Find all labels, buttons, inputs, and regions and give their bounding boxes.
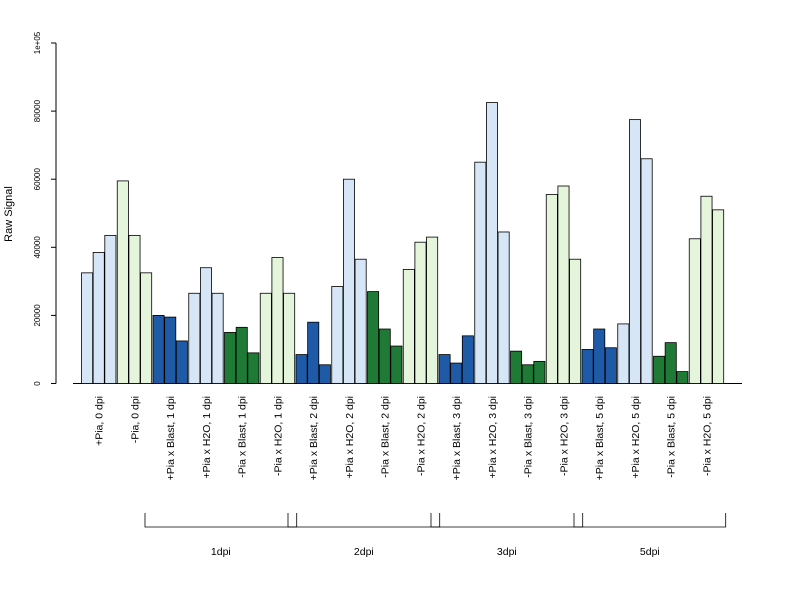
bar [510, 350, 523, 384]
bar [318, 364, 331, 384]
bar [629, 119, 641, 384]
x-tick-label: -Pia x Blast, 5 dpi [666, 396, 678, 478]
x-tick-label: +Pia x H2O, 1 dpi [201, 396, 213, 479]
bar [199, 267, 212, 384]
bar [617, 323, 630, 384]
bar [342, 178, 355, 384]
bar [438, 354, 451, 384]
y-tick-label: 1e+05 [33, 31, 42, 54]
bar [224, 332, 237, 384]
bar [283, 292, 296, 384]
group-bracket [144, 513, 298, 528]
bar [81, 272, 94, 384]
x-tick-label: -Pia x Blast, 3 dpi [523, 396, 535, 478]
y-axis-title: Raw Signal [3, 186, 15, 242]
bar [653, 355, 666, 384]
bar [700, 195, 713, 384]
y-axis: 0 20000 40000 60000 80000 1e+05 [33, 31, 57, 386]
bar [402, 269, 415, 384]
bar [307, 321, 320, 384]
bar [581, 349, 594, 384]
bar [295, 354, 308, 384]
bar [557, 185, 570, 384]
group-label: 3dpi [497, 546, 517, 558]
x-tick-label: +Pia x H2O, 2 dpi [344, 396, 356, 479]
bar [569, 258, 582, 384]
x-tick-label: +Pia x H2O, 3 dpi [487, 396, 499, 479]
bar [235, 326, 248, 384]
group-label: 2dpi [354, 546, 374, 558]
bar [712, 209, 725, 384]
bar [474, 161, 487, 384]
bar [640, 158, 653, 384]
group-label: 1dpi [211, 546, 231, 558]
bar [259, 292, 272, 384]
bar [175, 340, 188, 384]
bar [188, 292, 201, 384]
bar [676, 371, 689, 384]
x-tick-label: +Pia x Blast, 1 dpi [165, 396, 177, 480]
x-tick-label: +Pia x H2O, 5 dpi [630, 396, 642, 479]
y-tick-label: 80000 [33, 99, 42, 122]
bar [497, 231, 510, 384]
bar [211, 292, 224, 384]
x-tick-label: +Pia x Blast, 2 dpi [308, 396, 320, 480]
category-labels: +Pia, 0 dpi -Pia, 0 dpi +Pia x Blast, 1 dp… [94, 396, 714, 480]
x-tick-label: -Pia x H2O, 2 dpi [415, 396, 427, 476]
bar [331, 286, 344, 384]
group-bracket [287, 513, 441, 528]
bar [414, 241, 427, 384]
bar [604, 347, 617, 384]
bar [271, 257, 284, 384]
bar [247, 352, 260, 384]
x-tick-label: -Pia, 0 dpi [129, 396, 141, 443]
bars [81, 102, 725, 384]
bar [140, 272, 153, 384]
group-brackets: 1dpi 2dpi 3dpi 5dpi [144, 513, 727, 558]
bar [104, 234, 117, 384]
y-tick-label: 40000 [33, 236, 42, 259]
group-label: 5dpi [640, 546, 660, 558]
y-tick-label: 60000 [33, 168, 42, 191]
x-tick-label: -Pia x Blast, 1 dpi [237, 396, 249, 478]
bar [390, 345, 403, 384]
bar [521, 364, 534, 384]
x-tick-label: -Pia x H2O, 3 dpi [558, 396, 570, 476]
bar [378, 328, 391, 384]
bar [92, 252, 105, 384]
bar [354, 258, 367, 384]
bar [593, 328, 606, 384]
bar [152, 314, 165, 384]
bar [128, 234, 141, 384]
bar [485, 102, 498, 384]
bar [426, 236, 439, 384]
x-tick-label: -Pia x H2O, 1 dpi [272, 396, 284, 476]
group-bracket [430, 513, 584, 528]
x-tick-label: -Pia x H2O, 5 dpi [701, 396, 713, 476]
bar [367, 291, 380, 384]
x-tick-label: -Pia x Blast, 2 dpi [380, 396, 392, 478]
x-tick-label: +Pia x Blast, 3 dpi [451, 396, 463, 480]
bar [545, 194, 558, 384]
bar [164, 316, 177, 384]
y-tick-label: 20000 [33, 304, 42, 327]
group-bracket [573, 513, 727, 528]
y-tick-label: 0 [33, 381, 42, 386]
bar [688, 238, 701, 384]
bar [664, 342, 677, 384]
x-tick-label: +Pia, 0 dpi [94, 396, 106, 446]
bar [533, 360, 546, 384]
bar [116, 180, 129, 384]
x-tick-label: +Pia x Blast, 5 dpi [594, 396, 606, 480]
bar [461, 335, 474, 384]
bar [450, 362, 463, 384]
